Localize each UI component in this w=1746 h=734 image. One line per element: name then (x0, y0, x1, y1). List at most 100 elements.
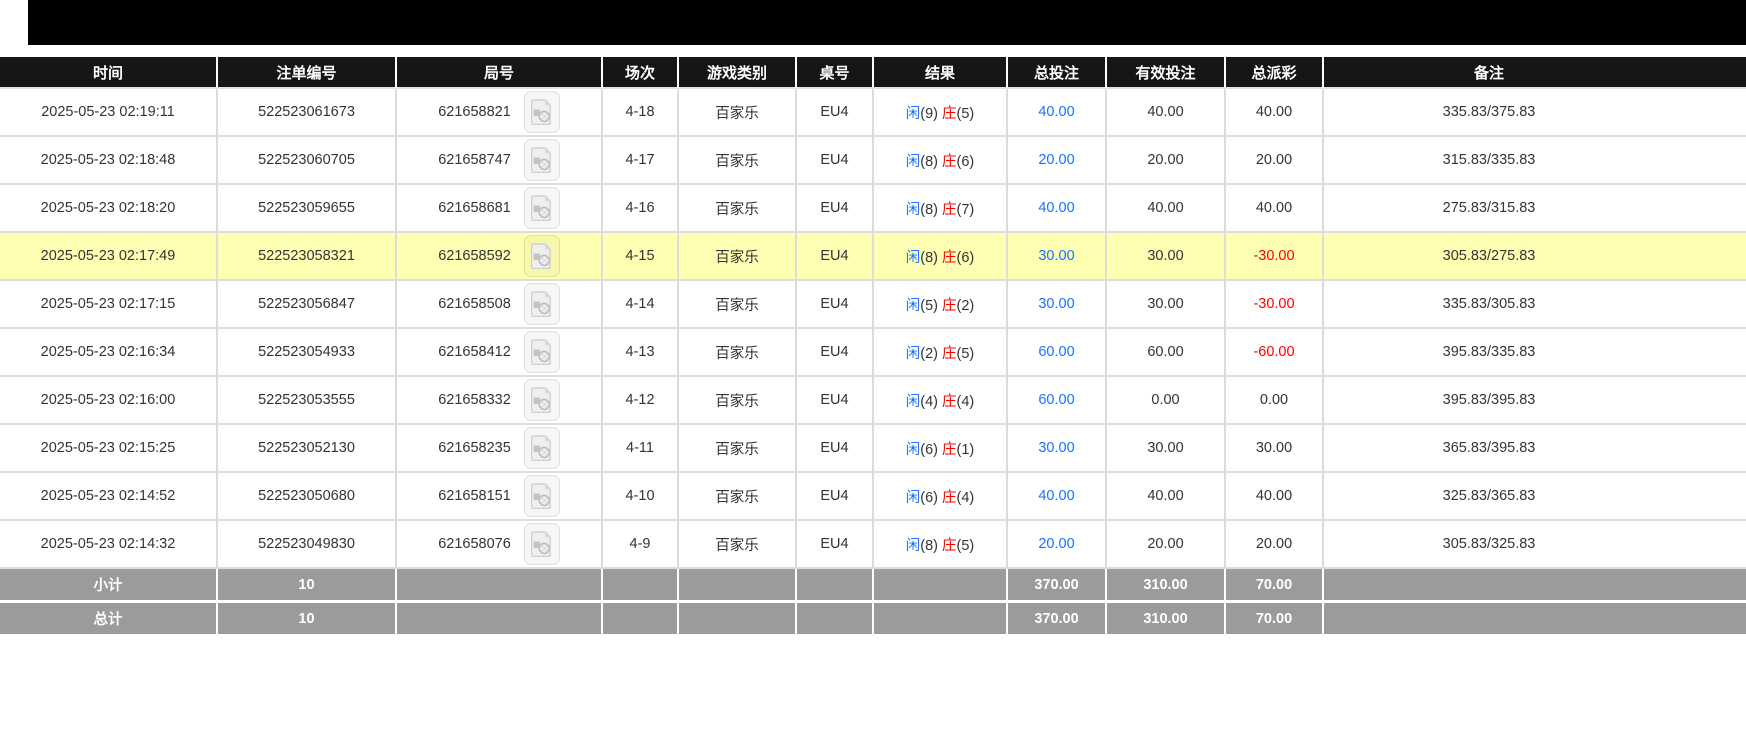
cell-result: 闲(8) 庄(6) (874, 137, 1008, 185)
video-file-icon[interactable] (523, 379, 560, 421)
table-row[interactable]: 2025-05-23 02:15:25 522523052130 621658235… (0, 425, 1746, 473)
col-header-result: 结果 (874, 57, 1008, 89)
table-row[interactable]: 2025-05-23 02:19:11 522523061673 621658821… (0, 89, 1746, 137)
table-row[interactable]: 2025-05-23 02:14:52 522523050680 621658151… (0, 473, 1746, 521)
video-file-icon[interactable] (523, 187, 560, 229)
result-player-points: (6) (920, 441, 942, 458)
cell-total-bet: 30.00 (1008, 425, 1107, 473)
cell-game-type: 百家乐 (679, 329, 797, 377)
cell-round: 621658681 (397, 185, 603, 233)
cell-bet-id: 522523059655 (218, 185, 397, 233)
cell-bet-id: 522523061673 (218, 89, 397, 137)
cell-table-no: EU4 (797, 185, 874, 233)
result-player-label: 闲 (905, 393, 921, 410)
table-row[interactable]: 2025-05-23 02:14:32 522523049830 621658076… (0, 521, 1746, 569)
bet-records-table: 时间 注单编号 局号 场次 游戏类别 桌号 结果 总投注 有效投注 总派彩 备注… (0, 57, 1746, 634)
result-banker-label: 庄 (942, 441, 957, 458)
cell-bet-id: 522523049830 (218, 521, 397, 569)
result-player-label: 闲 (905, 345, 921, 362)
cell-time: 2025-05-23 02:19:11 (0, 89, 218, 137)
cell-table-no: EU4 (797, 521, 874, 569)
result-banker-points: (6) (956, 249, 975, 266)
cell-bet-id: 522523058321 (218, 233, 397, 281)
cell-game-type: 百家乐 (679, 521, 797, 569)
total-label: 总计 (0, 603, 218, 634)
result-banker-points: (5) (956, 345, 975, 362)
result-player-points: (8) (920, 537, 942, 554)
total-valid-bet: 310.00 (1107, 603, 1226, 634)
top-app-bar (28, 0, 1746, 45)
round-number: 621658076 (438, 536, 511, 552)
result-player-label: 闲 (905, 249, 921, 266)
table-row[interactable]: 2025-05-23 02:18:48 522523060705 621658747… (0, 137, 1746, 185)
cell-total-bet: 60.00 (1008, 329, 1107, 377)
cell-total-bet: 20.00 (1008, 137, 1107, 185)
round-number: 621658821 (438, 104, 511, 120)
video-file-icon[interactable] (523, 427, 560, 469)
cell-round: 621658235 (397, 425, 603, 473)
cell-payout: 40.00 (1226, 89, 1324, 137)
cell-session: 4-17 (603, 137, 679, 185)
result-banker-label: 庄 (942, 297, 957, 314)
cell-payout: -30.00 (1226, 281, 1324, 329)
result-player-points: (4) (920, 393, 942, 410)
cell-remark: 315.83/335.83 (1324, 137, 1746, 185)
total-row: 总计 10 370.00 310.00 70.00 (0, 603, 1746, 634)
video-file-icon[interactable] (523, 523, 560, 565)
table-body: 2025-05-23 02:19:11 522523061673 621658821… (0, 89, 1746, 569)
cell-payout: 40.00 (1226, 185, 1324, 233)
cell-bet-id: 522523052130 (218, 425, 397, 473)
result-banker-label: 庄 (942, 153, 957, 170)
cell-time: 2025-05-23 02:18:20 (0, 185, 218, 233)
col-header-total-bet: 总投注 (1008, 57, 1107, 89)
cell-payout: 40.00 (1226, 473, 1324, 521)
cell-table-no: EU4 (797, 137, 874, 185)
col-header-game-type: 游戏类别 (679, 57, 797, 89)
table-row[interactable]: 2025-05-23 02:18:20 522523059655 621658681… (0, 185, 1746, 233)
round-number: 621658332 (438, 392, 511, 408)
cell-round: 621658747 (397, 137, 603, 185)
result-banker-points: (6) (956, 153, 975, 170)
video-file-icon[interactable] (523, 283, 560, 325)
cell-game-type: 百家乐 (679, 377, 797, 425)
cell-time: 2025-05-23 02:16:00 (0, 377, 218, 425)
cell-remark: 395.83/335.83 (1324, 329, 1746, 377)
cell-valid-bet: 40.00 (1107, 185, 1226, 233)
result-banker-label: 庄 (942, 537, 957, 554)
cell-round: 621658508 (397, 281, 603, 329)
cell-payout: 20.00 (1226, 137, 1324, 185)
video-file-icon[interactable] (523, 475, 560, 517)
cell-valid-bet: 60.00 (1107, 329, 1226, 377)
result-player-label: 闲 (905, 201, 921, 218)
cell-session: 4-18 (603, 89, 679, 137)
result-banker-points: (5) (956, 105, 975, 122)
result-player-label: 闲 (905, 297, 921, 314)
cell-valid-bet: 30.00 (1107, 281, 1226, 329)
cell-total-bet: 40.00 (1008, 473, 1107, 521)
cell-time: 2025-05-23 02:15:25 (0, 425, 218, 473)
cell-table-no: EU4 (797, 377, 874, 425)
cell-bet-id: 522523053555 (218, 377, 397, 425)
result-banker-points: (4) (956, 393, 975, 410)
cell-total-bet: 30.00 (1008, 233, 1107, 281)
cell-round: 621658412 (397, 329, 603, 377)
table-row[interactable]: 2025-05-23 02:17:49 522523058321 621658592… (0, 233, 1746, 281)
result-player-points: (6) (920, 489, 942, 506)
round-number: 621658508 (438, 296, 511, 312)
cell-payout: -60.00 (1226, 329, 1324, 377)
table-row[interactable]: 2025-05-23 02:16:00 522523053555 621658332… (0, 377, 1746, 425)
table-row[interactable]: 2025-05-23 02:17:15 522523056847 621658508… (0, 281, 1746, 329)
cell-game-type: 百家乐 (679, 89, 797, 137)
video-file-icon[interactable] (523, 139, 560, 181)
result-player-points: (8) (920, 153, 942, 170)
cell-payout: -30.00 (1226, 233, 1324, 281)
video-file-icon[interactable] (523, 91, 560, 133)
table-row[interactable]: 2025-05-23 02:16:34 522523054933 621658412… (0, 329, 1746, 377)
col-header-remark: 备注 (1324, 57, 1746, 89)
subtotal-count: 10 (218, 569, 397, 603)
round-number: 621658151 (438, 488, 511, 504)
subtotal-label: 小计 (0, 569, 218, 603)
cell-round: 621658592 (397, 233, 603, 281)
video-file-icon[interactable] (523, 331, 560, 373)
video-file-icon[interactable] (523, 235, 560, 277)
